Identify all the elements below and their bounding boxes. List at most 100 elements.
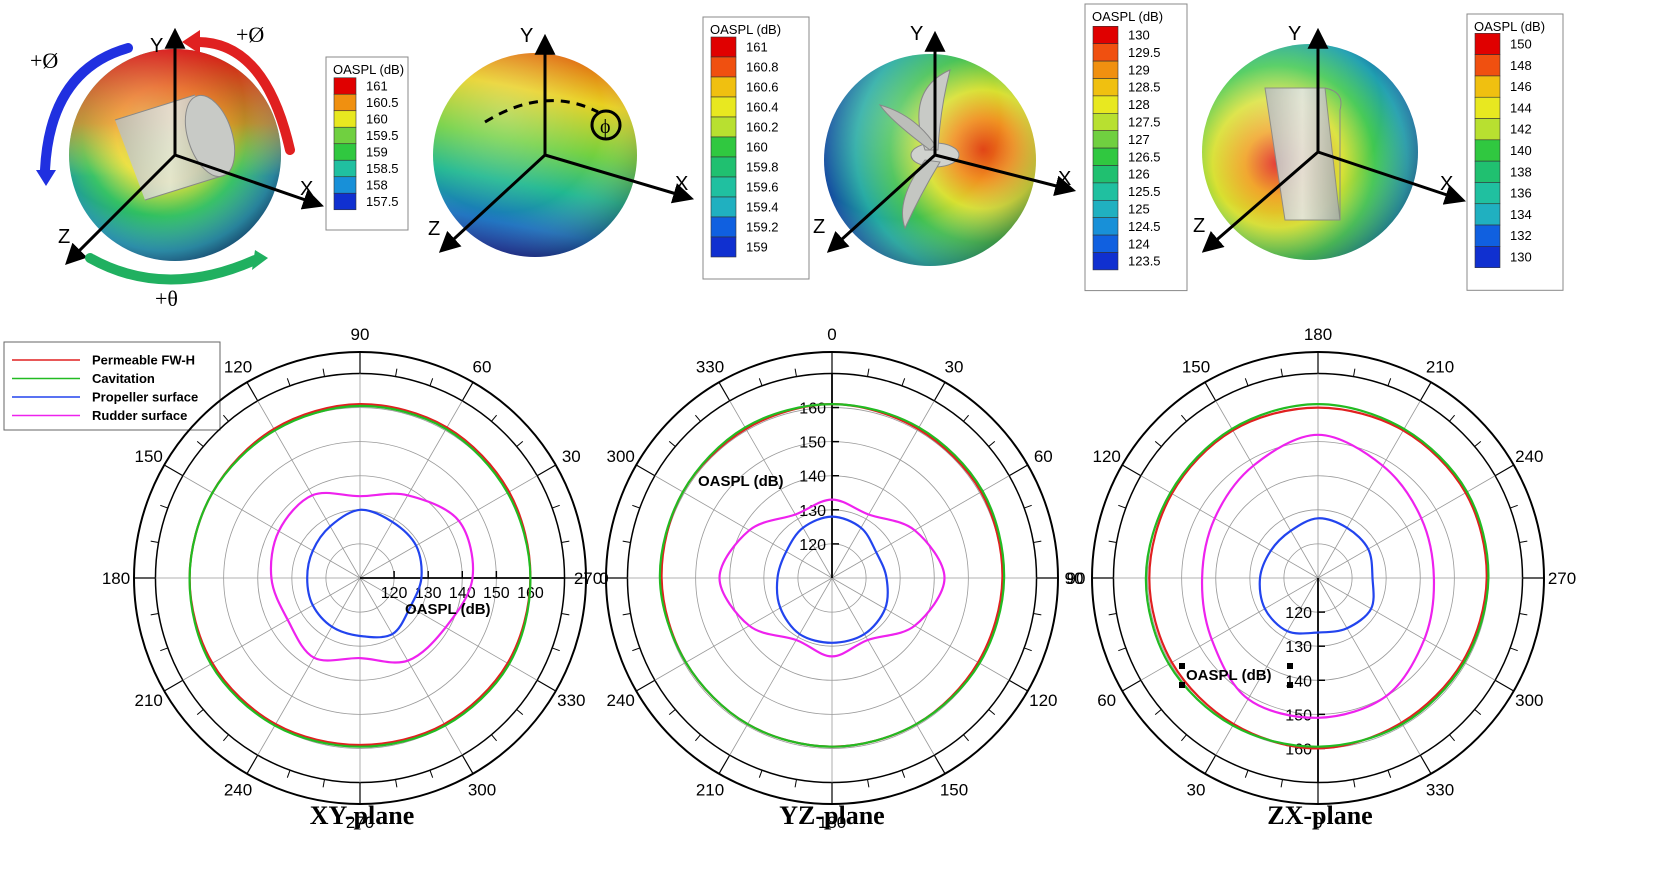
polar-grid-spoke (359, 475, 538, 579)
polar-radial-tick-label: 150 (483, 585, 510, 602)
polar-minor-tick (988, 709, 996, 715)
polar-plot-yz: 0 30 60 90 120 150 180 210 240 270 300 330 120 130 140… (574, 325, 1086, 832)
colorbar-swatch (1092, 200, 1119, 219)
polar-title: YZ-plane (779, 801, 884, 830)
polar-minor-tick (1154, 441, 1162, 447)
theta-arrowhead-green (252, 250, 268, 270)
colorbar-swatch (1092, 182, 1119, 201)
polar-angle-label: 120 (224, 358, 252, 377)
polar-minor-tick (1387, 378, 1392, 386)
polar-angle-tick (1121, 464, 1142, 477)
polar-angle-tick (718, 381, 731, 402)
colorbar-swatch (333, 110, 357, 128)
polar-minor-tick (668, 709, 676, 715)
polar-minor-tick (1118, 647, 1126, 652)
colorbar-swatch (1474, 54, 1501, 77)
x-axis-label: X (1440, 173, 1453, 195)
polar-angle-label: 120 (1093, 447, 1121, 466)
theta-rotation-arrow-green (85, 253, 260, 285)
colorbar-swatch (710, 216, 737, 238)
polar-angle-label: 90 (351, 325, 370, 344)
colorbar-3: OASPL (dB) 130 129.5 129 128.5 128 127.5 127 126… (1084, 3, 1188, 292)
colorbar-swatch (710, 196, 737, 218)
colorbar-swatch (1092, 147, 1119, 166)
polar-angle-tick (718, 754, 731, 775)
polar-angle-label: 120 (1029, 691, 1057, 710)
polar-angle-label: 150 (940, 780, 968, 799)
polar-grid-spoke (831, 577, 1010, 681)
colorbar-tick-label: 160 (366, 112, 388, 127)
colorbar-swatch (710, 76, 737, 98)
polar-angle-label: 300 (468, 780, 496, 799)
sphere-panel-4: Y X Z (1193, 23, 1466, 260)
colorbar-tick-label: 134 (1510, 207, 1532, 222)
polar-angle-tick (635, 464, 656, 477)
polar-grid-spoke (729, 577, 833, 756)
colorbar-tick-label: 159 (746, 240, 768, 255)
polar-angle-tick (933, 754, 946, 775)
polar-angle-label: 240 (1515, 447, 1543, 466)
polar-angle-tick (461, 381, 474, 402)
polar-angle-tick (1419, 381, 1432, 402)
polar-angle-label: 90 (1065, 569, 1084, 588)
rudder-body (1264, 87, 1342, 221)
legend-box (3, 341, 221, 431)
colorbar-tick-label: 160 (746, 140, 768, 155)
theta-label: +θ (155, 286, 178, 311)
polar-grid-spoke (1317, 577, 1421, 756)
sphere-panel-2: ϕ Y X Z (428, 25, 695, 257)
polar-minor-tick (1510, 504, 1518, 509)
polar-minor-tick (286, 770, 291, 778)
y-axis-label: Y (910, 23, 923, 45)
polar-angle-label: 270 (346, 813, 374, 832)
polar-grid-spoke (257, 577, 361, 756)
polar-angle-tick (461, 754, 474, 775)
colorbar-swatch (1092, 78, 1119, 97)
polar-angle-label: 270 (1548, 569, 1576, 588)
colorbar-tick-label: 130 (1510, 250, 1532, 265)
colorbar-tick-label: 160.8 (746, 60, 779, 75)
colorbar-swatch (1092, 165, 1119, 184)
colorbar-tick-label: 126.5 (1128, 149, 1161, 164)
polar-grid-spoke (1317, 577, 1496, 681)
polar-minor-tick (1280, 779, 1283, 788)
colorbar-swatch (1474, 139, 1501, 162)
polar-angle-label: 180 (818, 813, 846, 832)
polar-minor-tick (867, 368, 870, 377)
colorbar-swatch (333, 93, 357, 112)
polar-angle-label: 60 (1097, 691, 1116, 710)
polar-radial-tick-label: 160 (799, 401, 826, 418)
polar-angle-label: 330 (1426, 780, 1454, 799)
colorbar-tick-label: 159.2 (746, 220, 779, 235)
colorbar-swatch (1474, 33, 1501, 55)
polar-angle-tick (163, 679, 184, 692)
colorbar-tick-label: 128.5 (1128, 80, 1161, 95)
colorbar-swatch (1092, 113, 1119, 132)
colorbar-tick-label: 140 (1510, 143, 1532, 158)
polar-radial-tick-label: 120 (799, 537, 826, 554)
series-line-cavitation (188, 404, 532, 748)
colorbar-tick-label: 123.5 (1128, 254, 1161, 269)
polar-minor-tick (632, 504, 640, 509)
colorbar-swatch (710, 56, 737, 78)
polar-angle-label: 60 (473, 358, 492, 377)
polar-minor-tick (223, 734, 229, 742)
polar-angle-label: 330 (557, 691, 585, 710)
polar-angle-label: 0 (1313, 813, 1322, 832)
polar-minor-tick (516, 709, 524, 715)
polar-radial-tick-label: 120 (1285, 605, 1312, 622)
series-line-rudder-surface (1200, 433, 1436, 719)
polar-minor-tick (196, 441, 204, 447)
polar-minor-tick (552, 504, 560, 509)
polar-minor-tick (963, 414, 969, 422)
polar-minor-tick (286, 378, 291, 386)
colorbar-title: OASPL (dB) (710, 22, 781, 37)
polar-minor-tick (491, 414, 497, 422)
x-axis-label: X (675, 173, 688, 195)
polar-minor-tick (695, 414, 701, 422)
colorbar-tick-label: 148 (1510, 58, 1532, 73)
polar-minor-tick (429, 770, 434, 778)
colorbar-tick-label: 161 (366, 79, 388, 94)
